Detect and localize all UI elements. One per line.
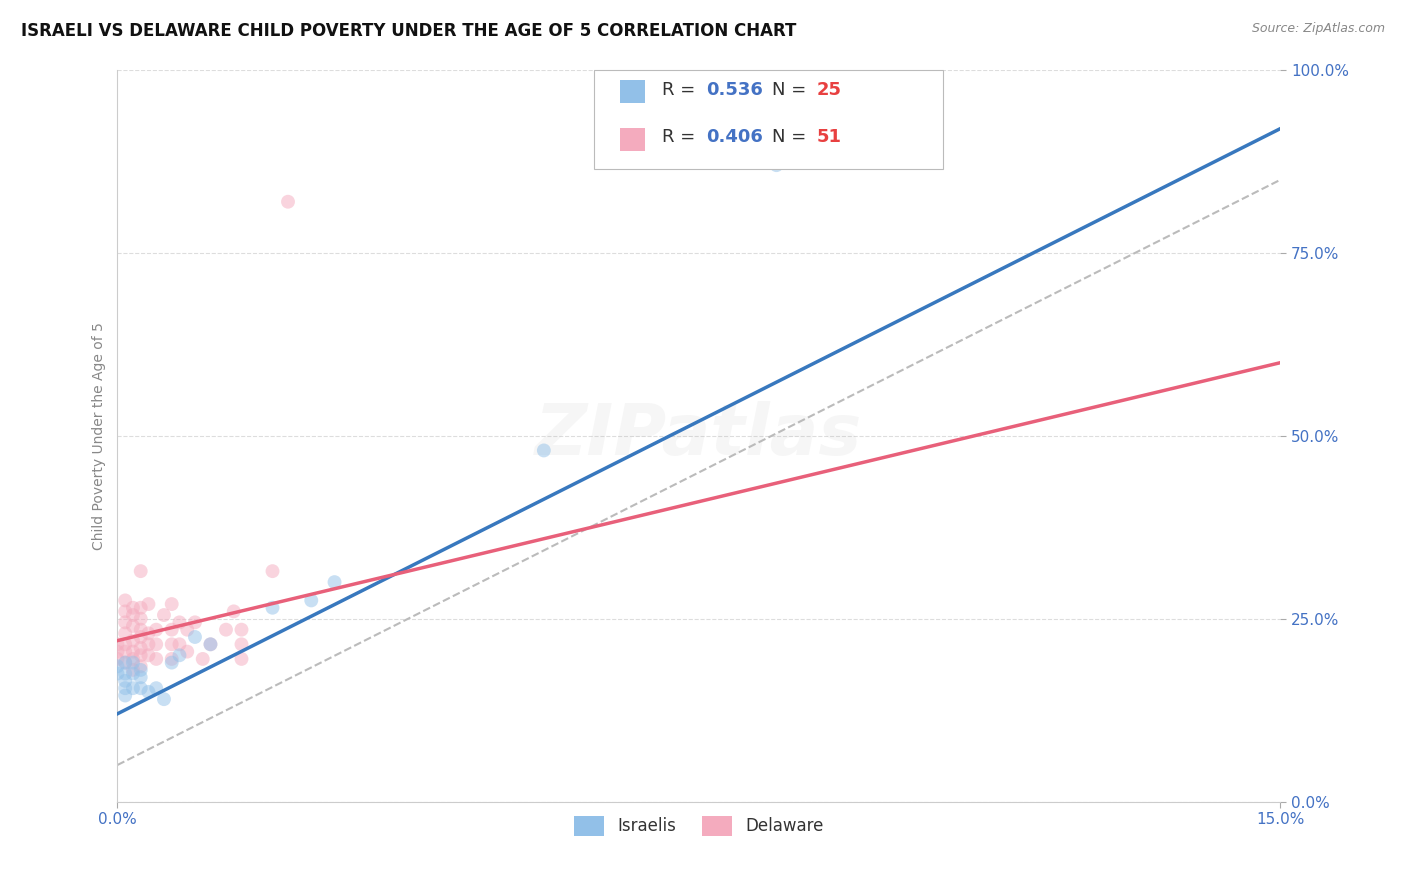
Text: N =: N = [772,81,813,99]
Point [114,637,136,651]
Point [765,158,787,172]
Point [114,666,136,681]
Point [114,626,136,640]
Point [114,681,136,696]
Point [160,637,183,651]
Point [145,681,167,696]
Point [138,685,160,699]
Point [160,623,183,637]
FancyBboxPatch shape [620,80,645,103]
Point [169,648,191,663]
Point [533,443,555,458]
Point [138,597,160,611]
Point [122,681,145,696]
Point [114,645,136,659]
Point [129,564,152,578]
Point [107,645,129,659]
Text: R =: R = [662,128,700,146]
Legend: Israelis, Delaware: Israelis, Delaware [567,807,832,845]
Point [114,656,136,670]
Point [122,608,145,623]
Point [323,575,346,590]
Point [138,637,160,651]
Text: 0.406: 0.406 [706,128,763,146]
Point [122,663,145,677]
Point [122,600,145,615]
Point [107,659,129,673]
Point [160,597,183,611]
Point [114,689,136,703]
Point [114,604,136,618]
Point [129,623,152,637]
Point [184,630,207,644]
Text: ZIPatlas: ZIPatlas [536,401,863,470]
Point [138,626,160,640]
Point [122,633,145,648]
Point [129,648,152,663]
Text: 25: 25 [817,81,841,99]
Point [169,615,191,630]
Point [114,593,136,607]
Point [145,652,167,666]
Y-axis label: Child Poverty Under the Age of 5: Child Poverty Under the Age of 5 [93,322,107,549]
Point [114,673,136,688]
Point [153,692,176,706]
Point [138,648,160,663]
Text: N =: N = [772,128,813,146]
Point [176,623,198,637]
Point [262,564,284,578]
Point [122,645,145,659]
Point [129,630,152,644]
Point [114,615,136,630]
Point [129,663,152,677]
Point [129,612,152,626]
Point [129,640,152,655]
Point [176,645,198,659]
Point [129,600,152,615]
Point [200,637,222,651]
Point [184,615,207,630]
Point [122,656,145,670]
Point [215,623,238,637]
Point [191,652,214,666]
Point [122,619,145,633]
Point [122,666,145,681]
Point [145,637,167,651]
FancyBboxPatch shape [595,70,943,169]
Point [153,608,176,623]
Point [122,652,145,666]
Point [200,637,222,651]
Point [262,600,284,615]
Text: Source: ZipAtlas.com: Source: ZipAtlas.com [1251,22,1385,36]
Point [145,623,167,637]
Text: R =: R = [662,81,700,99]
Point [129,659,152,673]
Point [231,623,253,637]
Point [107,652,129,666]
Point [231,652,253,666]
Point [231,637,253,651]
Text: ISRAELI VS DELAWARE CHILD POVERTY UNDER THE AGE OF 5 CORRELATION CHART: ISRAELI VS DELAWARE CHILD POVERTY UNDER … [21,22,796,40]
Point [222,604,245,618]
FancyBboxPatch shape [620,128,645,151]
Point [160,652,183,666]
Point [107,666,129,681]
Point [169,637,191,651]
Text: 0.536: 0.536 [706,81,763,99]
Point [114,656,136,670]
Text: 51: 51 [817,128,841,146]
Point [107,637,129,651]
Point [129,670,152,684]
Point [160,656,183,670]
Point [299,593,322,607]
Point [129,681,152,696]
Point [277,194,299,209]
